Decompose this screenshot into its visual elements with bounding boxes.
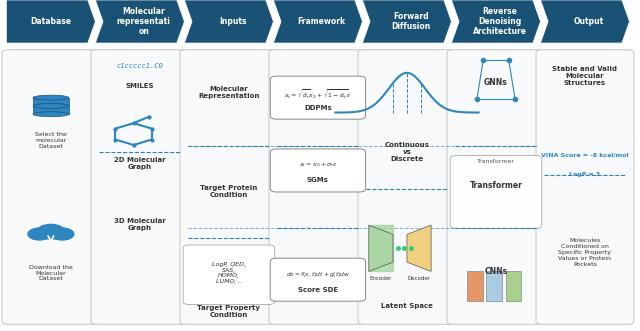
Text: Reverse
Denoising
Architecture: Reverse Denoising Architecture xyxy=(473,7,527,36)
Ellipse shape xyxy=(33,104,68,109)
Ellipse shape xyxy=(33,112,68,117)
Text: $x_t = \sqrt{\bar{\alpha}_t}x_0 + \sqrt{1-\bar{\alpha}_t}\epsilon$: $x_t = \sqrt{\bar{\alpha}_t}x_0 + \sqrt{… xyxy=(284,88,351,101)
Text: $dx = f(x,t)dt + g(t)dw$: $dx = f(x,t)dt + g(t)dw$ xyxy=(286,270,350,279)
Text: Molecules
Conditioned on
Specific Property
Values or Protein
Pockets: Molecules Conditioned on Specific Proper… xyxy=(559,238,611,266)
Text: Inputs: Inputs xyxy=(219,17,246,26)
Text: LogP, QED,
SAS,
HOMO,
LUMO, ..: LogP, QED, SAS, HOMO, LUMO, .. xyxy=(212,262,246,284)
Text: Latent Space: Latent Space xyxy=(381,303,433,309)
FancyBboxPatch shape xyxy=(91,50,189,324)
Text: Target Protein
Condition: Target Protein Condition xyxy=(200,185,257,199)
FancyBboxPatch shape xyxy=(183,245,275,305)
Text: $x_t = x_0 + \sigma_t\epsilon$: $x_t = x_0 + \sigma_t\epsilon$ xyxy=(299,161,337,169)
Circle shape xyxy=(28,228,51,240)
Circle shape xyxy=(51,228,74,240)
Polygon shape xyxy=(95,0,184,43)
FancyBboxPatch shape xyxy=(269,50,367,324)
Polygon shape xyxy=(541,0,630,43)
Text: Molecular
representati
on: Molecular representati on xyxy=(116,7,171,36)
Text: VINA Score = -8 kcal/mol: VINA Score = -8 kcal/mol xyxy=(541,152,629,157)
Text: Stable and Valid
Molecular
Structures: Stable and Valid Molecular Structures xyxy=(552,66,618,86)
Text: Score SDE: Score SDE xyxy=(298,287,338,293)
FancyBboxPatch shape xyxy=(180,50,278,324)
Text: CNNs: CNNs xyxy=(484,267,508,276)
Polygon shape xyxy=(362,0,451,43)
FancyBboxPatch shape xyxy=(2,50,100,324)
Text: 2D Molecular
Graph: 2D Molecular Graph xyxy=(114,157,166,170)
Circle shape xyxy=(37,224,65,239)
Text: 3D Molecular
Graph: 3D Molecular Graph xyxy=(114,218,166,231)
Text: Database: Database xyxy=(30,17,72,26)
Ellipse shape xyxy=(33,95,68,100)
Text: Select the
molecular
Dataset: Select the molecular Dataset xyxy=(35,132,67,149)
Polygon shape xyxy=(184,0,273,43)
Text: Transformer: Transformer xyxy=(477,159,515,164)
Polygon shape xyxy=(407,225,431,271)
Bar xyxy=(33,98,68,114)
Text: DDPMs: DDPMs xyxy=(304,105,332,111)
Polygon shape xyxy=(369,225,393,271)
Polygon shape xyxy=(6,0,95,43)
Text: Framework: Framework xyxy=(298,17,346,26)
FancyBboxPatch shape xyxy=(358,50,456,324)
Bar xyxy=(486,271,502,301)
Text: Encoder: Encoder xyxy=(370,276,392,281)
Text: LogP = 3: LogP = 3 xyxy=(570,172,600,177)
Text: Transformer: Transformer xyxy=(470,181,522,190)
Bar xyxy=(506,271,522,301)
Text: Continuous
vs
Discrete: Continuous vs Discrete xyxy=(385,142,429,162)
FancyBboxPatch shape xyxy=(270,76,365,119)
Text: GNNs: GNNs xyxy=(484,78,508,87)
Polygon shape xyxy=(451,0,541,43)
Text: Decoder: Decoder xyxy=(408,276,431,281)
Text: c1ccccc1.CO: c1ccccc1.CO xyxy=(116,63,163,69)
Text: Output: Output xyxy=(573,17,604,26)
Text: SMILES: SMILES xyxy=(125,83,154,89)
Text: Forward
Diffusion: Forward Diffusion xyxy=(391,12,430,31)
FancyBboxPatch shape xyxy=(447,50,545,324)
Text: Molecular
Representation: Molecular Representation xyxy=(198,86,260,99)
Polygon shape xyxy=(273,0,362,43)
Bar xyxy=(35,232,67,238)
FancyBboxPatch shape xyxy=(450,156,541,228)
FancyBboxPatch shape xyxy=(270,149,365,192)
FancyBboxPatch shape xyxy=(270,258,365,301)
Text: SGMs: SGMs xyxy=(307,177,329,183)
FancyBboxPatch shape xyxy=(536,50,634,324)
Text: Download the
Molecular
Dataset: Download the Molecular Dataset xyxy=(29,265,73,281)
Bar xyxy=(467,271,483,301)
Text: Target Property
Condition: Target Property Condition xyxy=(197,305,260,318)
